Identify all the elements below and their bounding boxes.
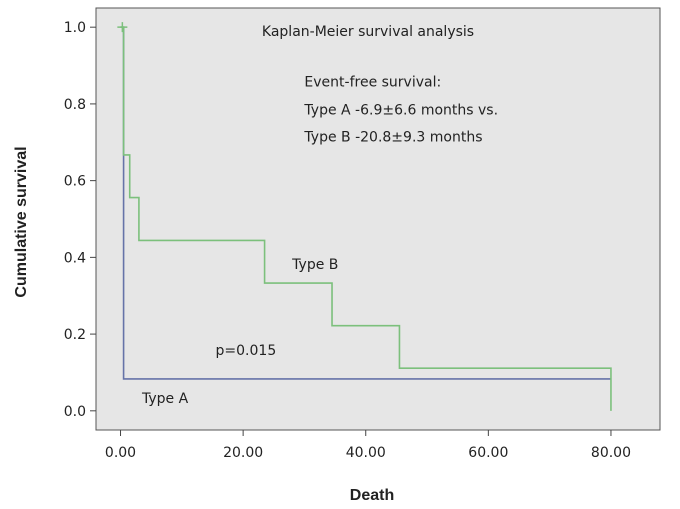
y-tick-label: 1.0 xyxy=(64,20,86,36)
x-tick-label: 20.00 xyxy=(223,445,263,461)
annotation-type-a-label: Type A xyxy=(141,391,189,407)
annotation-type-a-stat: Type A -6.9±6.6 months vs. xyxy=(303,103,498,119)
x-tick-label: 60.00 xyxy=(468,445,508,461)
annotations: Event-free survival: Type A -6.9±6.6 mont… xyxy=(141,75,498,407)
x-tick-label: 0.00 xyxy=(105,445,136,461)
annotation-event-free-title: Event-free survival: xyxy=(304,75,441,91)
chart-title: Kaplan-Meier survival analysis xyxy=(262,24,474,40)
x-axis: 0.00 20.00 40.00 60.00 80.00 xyxy=(105,430,631,461)
plot-area xyxy=(95,7,661,431)
y-axis: 0.0 0.2 0.4 0.6 0.8 1.0 xyxy=(64,20,96,420)
y-axis-title: Cumulative survival xyxy=(13,146,30,297)
annotation-p-value: p=0.015 xyxy=(216,343,277,359)
y-tick-label: 0.0 xyxy=(64,404,86,420)
x-tick-label: 40.00 xyxy=(346,445,386,461)
series-line-type-b xyxy=(120,26,612,411)
annotation-type-b-label: Type B xyxy=(291,257,338,273)
y-tick-label: 0.2 xyxy=(64,327,86,343)
censor-mark xyxy=(117,22,128,33)
survival-curves xyxy=(117,22,612,411)
y-tick-label: 0.4 xyxy=(64,250,86,266)
annotation-type-b-stat: Type B -20.8±9.3 months xyxy=(303,130,482,146)
y-tick-label: 0.8 xyxy=(64,97,86,113)
x-axis-title: Death xyxy=(350,487,394,504)
x-tick-label: 80.00 xyxy=(591,445,631,461)
y-tick-label: 0.6 xyxy=(64,174,86,190)
